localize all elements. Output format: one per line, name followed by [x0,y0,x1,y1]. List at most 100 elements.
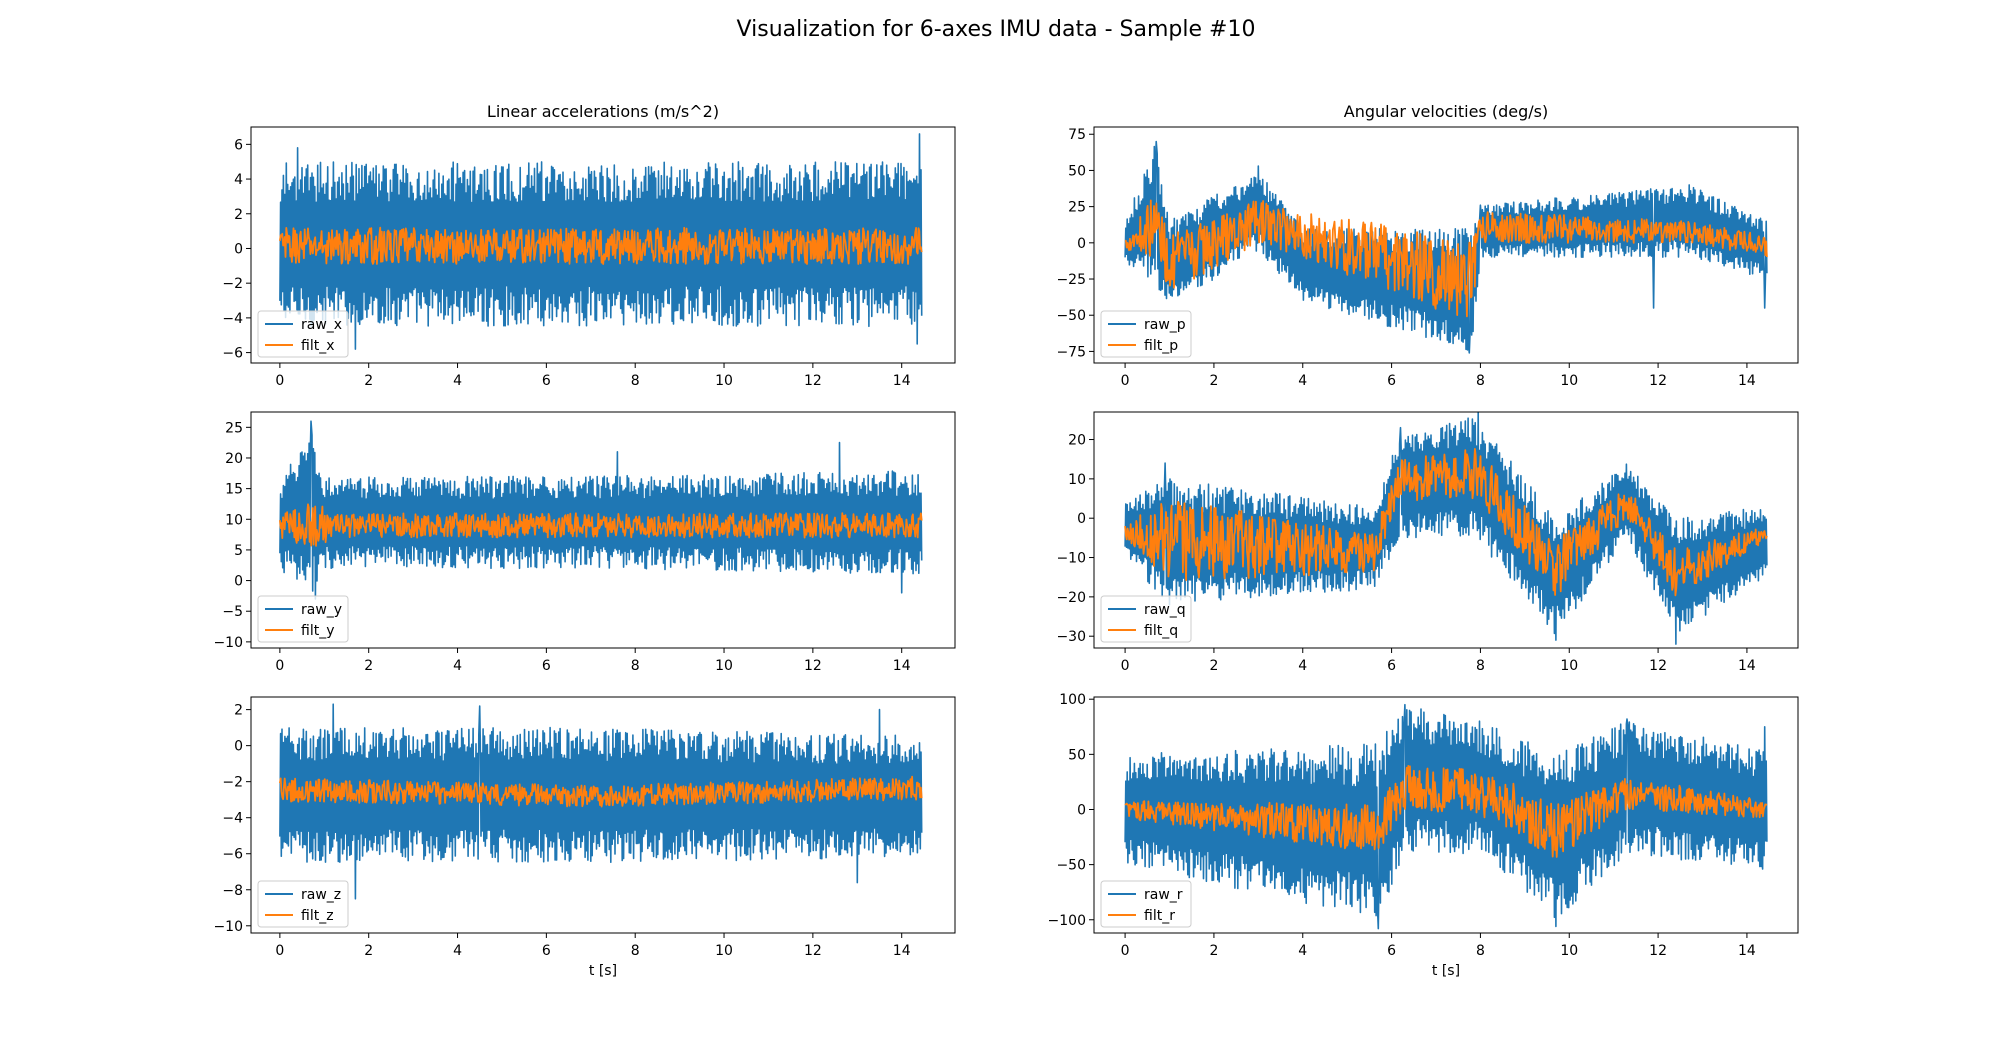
y-tick-label: −30 [1056,629,1086,645]
x-tick-label: 6 [542,373,551,389]
x-tick-label: 14 [1738,658,1756,674]
legend-entry: filt_y [301,623,334,639]
y-tick-label: −50 [1056,858,1086,874]
x-tick-label: 10 [715,373,733,389]
series-line-filt_q [1124,448,1768,597]
legend-entry: raw_z [301,887,341,903]
y-tick-label: 50 [1068,747,1086,763]
x-tick-label: 4 [453,943,462,959]
y-tick-label: −10 [213,635,243,651]
x-tick-label: 8 [631,373,640,389]
y-tick-label: 20 [1068,433,1086,449]
x-tick-label: 14 [1738,373,1756,389]
legend-entry: filt_x [301,338,334,354]
legend-entry: raw_r [1144,887,1183,903]
legend: raw_x filt_x [257,310,349,358]
x-tick-label: 4 [1298,658,1307,674]
x-tick-label: 12 [1649,943,1667,959]
figure-title: Visualization for 6-axes IMU data - Samp… [737,17,1256,42]
legend-entry: filt_p [1144,338,1178,354]
y-tick-label: −10 [1056,551,1086,567]
y-tick-label: 2 [234,703,243,719]
y-tick-label: 100 [1059,692,1086,708]
x-tick-label: 4 [453,373,462,389]
x-tick-label: 12 [804,373,822,389]
x-tick-label: 12 [804,943,822,959]
x-tick-label: 0 [1121,943,1130,959]
y-tick-label: −25 [1056,272,1086,288]
y-tick-label: 0 [234,241,243,257]
x-tick-label: 6 [1387,373,1396,389]
x-tick-label: 10 [1560,943,1578,959]
y-tick-label: −8 [222,883,243,899]
y-tick-label: 4 [234,172,243,188]
y-tick-label: −4 [222,311,243,327]
y-tick-label: −4 [222,811,243,827]
x-tick-label: 14 [1738,943,1756,959]
x-tick-label: 6 [1387,658,1396,674]
series-line-filt_x [279,226,923,265]
series-line-filt_y [279,503,923,547]
x-tick-label: 8 [631,658,640,674]
y-tick-label: −75 [1056,344,1086,360]
x-tick-label: 10 [715,658,733,674]
y-tick-label: 10 [1068,472,1086,488]
y-tick-label: −50 [1056,308,1086,324]
series-line-filt_z [279,775,923,808]
x-axis-label: t [s] [589,963,617,979]
x-tick-label: 2 [1209,658,1218,674]
legend: raw_r filt_r [1100,880,1192,928]
subplot-title: Linear accelerations (m/s^2) [487,102,719,121]
x-tick-label: 12 [804,658,822,674]
x-tick-label: 12 [1649,373,1667,389]
series-line-raw_x [279,133,923,350]
y-tick-label: −6 [222,346,243,362]
x-tick-label: 6 [542,658,551,674]
y-tick-label: −2 [222,775,243,791]
x-tick-label: 10 [1560,658,1578,674]
subplot-4: 0 2 4 6 8 10 12 14 −10 −8 −6 −4 −2 0 2 t [s] raw_z filt_z [213,696,956,979]
axes-frame [250,696,956,934]
series-line-raw_z [279,703,923,900]
subplot-5: 0 2 4 6 8 10 12 14 −100 −50 0 50 100 t [s] raw_r filt_r [1048,692,1799,979]
y-tick-label: 15 [225,482,243,498]
x-tick-label: 4 [1298,373,1307,389]
x-tick-label: 12 [1649,658,1667,674]
y-tick-label: −6 [222,847,243,863]
legend-entry: filt_r [1144,908,1175,924]
x-tick-label: 0 [1121,373,1130,389]
legend-entry: raw_x [301,317,342,333]
legend-entry: raw_y [301,602,342,618]
y-tick-label: 50 [1068,163,1086,179]
x-tick-label: 2 [364,658,373,674]
series-line-raw_q [1124,412,1768,645]
x-tick-label: 14 [893,943,911,959]
x-tick-label: 8 [631,943,640,959]
legend-entry: filt_z [301,908,334,924]
x-tick-label: 4 [1298,943,1307,959]
y-tick-label: 0 [234,739,243,755]
x-tick-label: 10 [1560,373,1578,389]
y-tick-label: −10 [213,919,243,935]
x-tick-label: 0 [275,373,284,389]
axes-frame [1093,696,1799,934]
y-tick-label: 0 [1077,802,1086,818]
subplot-3: 0 2 4 6 8 10 12 14 −30 −20 −10 0 10 20 raw_q filt_q [1056,411,1799,674]
legend: raw_p filt_p [1100,310,1192,358]
x-tick-label: 8 [1476,943,1485,959]
legend-entry: filt_q [1144,623,1178,639]
axes-frame [250,411,956,649]
series-line-filt_r [1124,765,1768,858]
legend-entry: raw_p [1144,317,1186,333]
y-tick-label: −5 [222,604,243,620]
y-tick-label: 0 [234,574,243,590]
series-line-filt_p [1124,199,1768,318]
legend-entry: raw_q [1144,602,1186,618]
x-tick-label: 10 [715,943,733,959]
y-tick-label: 5 [234,543,243,559]
x-tick-label: 14 [893,373,911,389]
series-line-raw_y [279,420,923,600]
x-tick-label: 0 [275,943,284,959]
legend: raw_z filt_z [257,880,349,928]
